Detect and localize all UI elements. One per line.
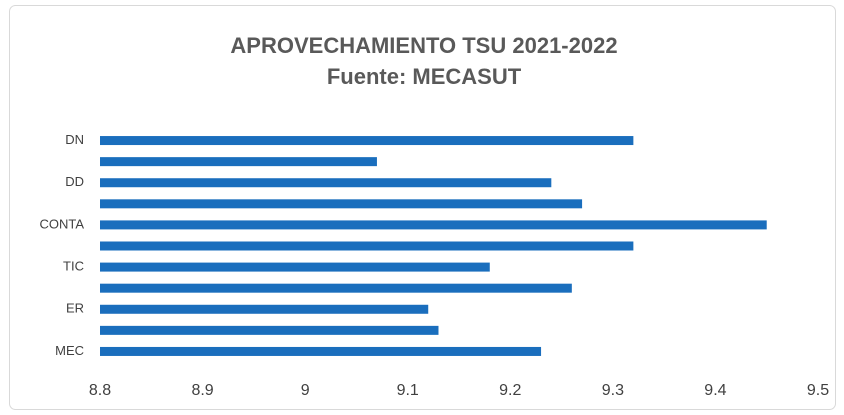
x-tick-label: 8.8 <box>89 382 111 399</box>
bar <box>100 325 439 335</box>
bar <box>100 157 377 167</box>
bar <box>100 241 634 251</box>
y-tick-label: DN <box>65 132 84 147</box>
chart-subtitle: Fuente: MECASUT <box>327 64 522 89</box>
bar <box>100 304 429 314</box>
x-tick-label: 9.4 <box>704 382 726 399</box>
y-tick-label: TIC <box>63 259 84 274</box>
x-tick-label: 8.9 <box>191 382 213 399</box>
y-tick-label: CONTA <box>39 216 84 231</box>
bar <box>100 199 583 209</box>
bar <box>100 178 552 188</box>
bar <box>100 262 490 272</box>
x-tick-label: 9.5 <box>807 382 829 399</box>
y-tick-label: DD <box>65 174 84 189</box>
bar <box>100 283 572 293</box>
x-tick-label: 9 <box>301 382 310 399</box>
x-tick-label: 9.3 <box>602 382 624 399</box>
y-tick-label: MEC <box>55 343 84 358</box>
x-tick-label: 9.2 <box>499 382 521 399</box>
chart-title: APROVECHAMIENTO TSU 2021-2022 <box>230 33 617 58</box>
bar <box>100 220 767 230</box>
y-tick-label: ER <box>66 301 84 316</box>
bar <box>100 346 542 356</box>
x-tick-label: 9.1 <box>397 382 419 399</box>
bar <box>100 136 634 146</box>
